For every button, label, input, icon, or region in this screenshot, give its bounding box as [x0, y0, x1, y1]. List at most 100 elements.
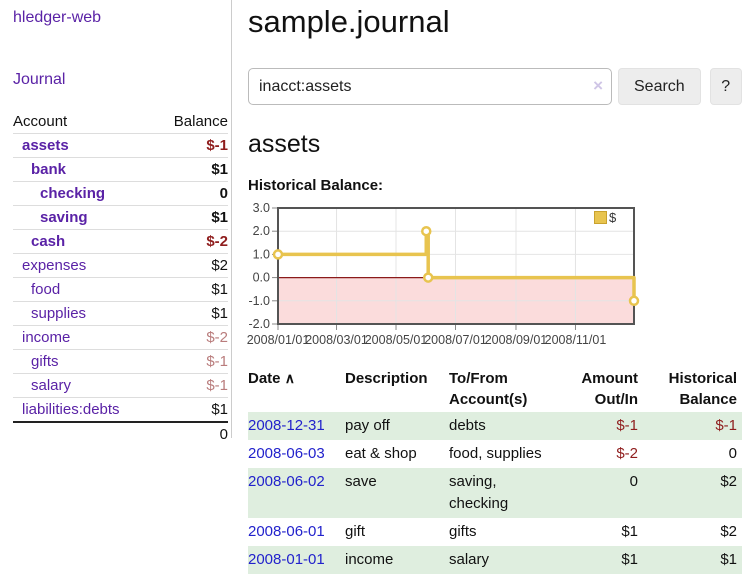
transaction-amount: $-2: [616, 445, 638, 462]
journal-nav: Journal: [13, 71, 227, 89]
transaction-row: 2008-12-31 pay off debts $-1 $-1: [248, 412, 742, 440]
account-link[interactable]: liabilities:debts: [22, 401, 120, 418]
transaction-accounts: saving, checking: [449, 473, 509, 512]
svg-text:2008/11/01: 2008/11/01: [545, 333, 607, 347]
transaction-description: save: [345, 473, 377, 490]
accounts-total: 0: [155, 421, 228, 446]
svg-text:0.0: 0.0: [253, 271, 270, 285]
clear-search-icon[interactable]: ×: [593, 76, 603, 95]
account-link[interactable]: supplies: [31, 305, 87, 322]
account-balance: $1: [155, 397, 228, 423]
register-header-row: Date ∧ Description To/From Account(s) Am…: [248, 366, 742, 412]
transaction-accounts: gifts: [449, 523, 477, 540]
svg-text:2008/05/01: 2008/05/01: [365, 333, 428, 347]
svg-text:2.0: 2.0: [253, 224, 270, 238]
account-row-food: food $1: [13, 277, 228, 302]
sort-ascending-icon: ∧: [284, 370, 295, 386]
account-balance: $1: [155, 277, 228, 302]
transaction-balance: $-1: [715, 417, 737, 434]
account-column-header: Account: [13, 110, 156, 134]
app-title-link[interactable]: hledger-web: [13, 9, 102, 26]
account-row-saving: saving $1: [13, 205, 228, 230]
svg-text:2008/09/01: 2008/09/01: [485, 333, 548, 347]
account-balance: $-1: [155, 133, 228, 158]
search-button[interactable]: Search: [618, 68, 701, 105]
account-link[interactable]: income: [22, 329, 71, 346]
account-row-bank: bank $1: [13, 157, 228, 182]
accounts-total-row: 0: [13, 421, 228, 446]
transaction-description: pay off: [345, 417, 390, 434]
svg-text:-1.0: -1.0: [248, 294, 270, 308]
description-column-header: Description: [345, 370, 428, 387]
account-balance: $-1: [155, 349, 228, 374]
transaction-balance: 0: [728, 445, 737, 462]
app-title: hledger-web: [13, 9, 227, 27]
transaction-description: income: [345, 551, 394, 568]
account-balance: $-2: [155, 229, 228, 254]
transaction-row: 2008-01-01 income salary $1 $1: [248, 546, 742, 574]
account-link[interactable]: assets: [22, 137, 69, 154]
account-link[interactable]: bank: [31, 161, 67, 178]
balance-column-header: Historical Balance: [668, 370, 737, 408]
help-button[interactable]: ?: [709, 68, 742, 105]
balance-column-header: Balance: [155, 110, 228, 134]
accounts-table-header: Account Balance: [13, 110, 228, 134]
transaction-amount: 0: [629, 473, 638, 490]
transaction-date-link[interactable]: 2008-06-03: [248, 445, 325, 462]
account-balance: $-1: [155, 373, 228, 398]
transaction-date-link[interactable]: 2008-06-02: [248, 473, 325, 490]
account-link[interactable]: saving: [40, 209, 88, 226]
transaction-row: 2008-06-02 save saving, checking 0 $2: [248, 468, 742, 518]
chart-legend: $: [592, 209, 619, 226]
transaction-balance: $2: [720, 523, 737, 540]
transaction-date-link[interactable]: 2008-12-31: [248, 417, 325, 434]
account-row-expenses: expenses $2: [13, 253, 228, 278]
chart-canvas: 3.0 2.0 1.0 0.0 -1.0 -2.0 2008/01/012008/03/01…: [247, 201, 640, 347]
sidebar: hledger-web Journal Account Balance asse…: [0, 0, 232, 446]
transaction-amount: $1: [621, 551, 638, 568]
account-link[interactable]: cash: [31, 233, 66, 250]
date-column-header[interactable]: Date ∧: [248, 370, 295, 387]
page-title: sample.journal: [248, 4, 450, 39]
search-input[interactable]: [248, 68, 612, 105]
account-heading: assets: [248, 130, 321, 158]
svg-text:2008/07/01: 2008/07/01: [424, 333, 487, 347]
svg-text:-2.0: -2.0: [248, 317, 270, 331]
account-link[interactable]: checking: [40, 185, 106, 202]
account-row-assets: assets $-1: [13, 133, 228, 158]
transaction-balance: $2: [720, 473, 737, 490]
account-balance: $1: [155, 301, 228, 326]
historical-balance-chart: 3.0 2.0 1.0 0.0 -1.0 -2.0 2008/01/01 2008/03/01…: [247, 201, 742, 352]
account-balance: $2: [155, 253, 228, 278]
chart-heading: Historical Balance:: [248, 177, 384, 194]
transaction-description: gift: [345, 523, 366, 540]
svg-text:1.0: 1.0: [253, 247, 270, 261]
account-balance: 0: [155, 181, 228, 206]
transaction-row: 2008-06-01 gift gifts $1 $2: [248, 518, 742, 546]
account-balance: $1: [155, 205, 228, 230]
account-row-income: income $-2: [13, 325, 228, 350]
transaction-description: eat & shop: [345, 445, 417, 462]
account-row-cash: cash $-2: [13, 229, 228, 254]
transaction-date-link[interactable]: 2008-01-01: [248, 551, 325, 568]
account-row-supplies: supplies $1: [13, 301, 228, 326]
account-link[interactable]: expenses: [22, 257, 87, 274]
main-content: sample.journal × Search ? assets Histori…: [247, 0, 742, 574]
account-balance: $1: [155, 157, 228, 182]
amount-column-header: Amount Out/In: [581, 370, 638, 408]
account-link[interactable]: food: [31, 281, 61, 298]
account-row-salary: salary $-1: [13, 373, 228, 398]
account-link[interactable]: salary: [31, 377, 72, 394]
register-table: Date ∧ Description To/From Account(s) Am…: [248, 366, 742, 574]
search-form: × Search ?: [248, 68, 742, 105]
account-link[interactable]: gifts: [31, 353, 59, 370]
transaction-accounts: salary: [449, 551, 490, 568]
legend-swatch-icon: [594, 211, 607, 224]
account-row-liabilities-debts: liabilities:debts $1: [13, 397, 228, 423]
account-balance: $-2: [155, 325, 228, 350]
transaction-accounts: debts: [449, 417, 486, 434]
svg-text:2008/03/01: 2008/03/01: [305, 333, 368, 347]
svg-text:2008/01/01: 2008/01/01: [247, 333, 310, 347]
sidebar-item-journal[interactable]: Journal: [13, 71, 66, 88]
transaction-date-link[interactable]: 2008-06-01: [248, 523, 325, 540]
